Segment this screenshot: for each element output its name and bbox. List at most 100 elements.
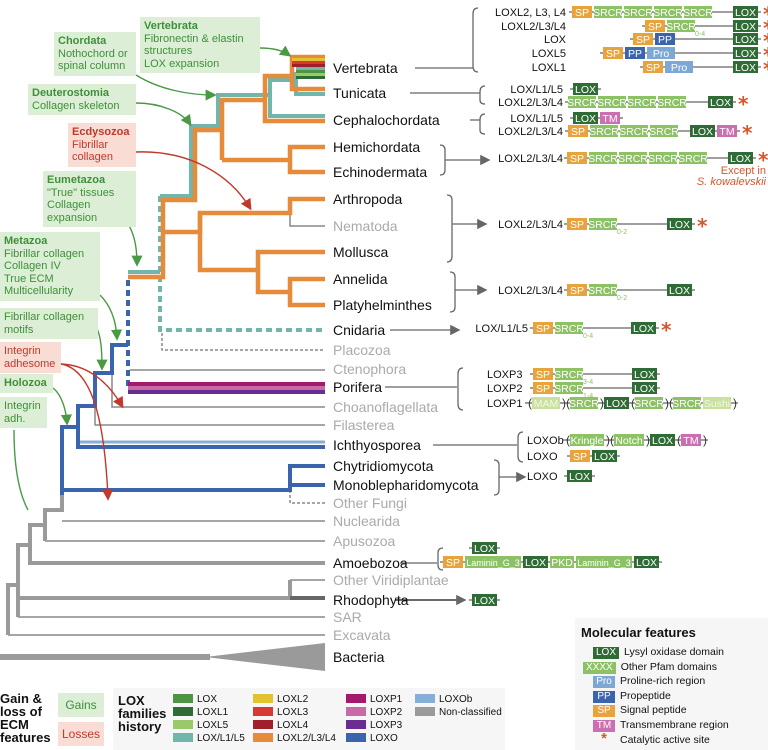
molecular-legend-label: Lysyl oxidase domain [624,646,725,658]
domain-label: SP [571,126,585,138]
box-line: LOX expansion [144,57,220,70]
box-title: Eumetazoa [47,174,106,186]
domain-lox [632,368,657,380]
optional-domain-bracket: ) [646,433,650,447]
domain-label: LOX [575,84,596,96]
domain-label: SRCR [589,126,619,138]
domain-pf [667,20,695,32]
taxon-label: Chytridiomycota [333,458,434,474]
family-color-swatch [253,720,273,729]
domain-label: SRCR [627,97,657,109]
architecture-note: S. kowalevskii [697,176,767,188]
box-title: Ecdysozoa [72,126,130,138]
ecm-loss-box: Integrin adhesome [0,342,61,373]
family-legend-label: Non-classified [439,707,502,718]
family-legend-label: LOXO [370,733,398,744]
family-legend-item: LOXP3 [346,720,402,732]
taxon-label: Ctenophora [333,361,407,377]
domain-label: SRCR [653,7,683,19]
ecm-loss-box: Ecdysozoa Fibrillar collagen [68,123,136,167]
domain-label: SRCR [588,285,618,297]
domain-label: SP [573,451,587,463]
family-color-swatch [346,694,366,703]
architecture-label: LOXOb [527,435,564,447]
family-legend-label: LOXP3 [370,720,403,731]
box-line: Integrin [4,400,41,412]
architecture-label: LOXL2/L3/L4 [498,126,563,138]
architecture-row: LOXL5 SP PP Pro LOX * [532,43,768,67]
box-line: Fibrillar collagen [4,247,85,260]
family-legend-label: LOXL5 [197,720,229,731]
domain-label: LOX [636,557,657,569]
taxon-label: Tunicata [333,85,387,101]
legend-families-title: LOX families history [118,693,167,734]
box-line: Collagen [47,199,91,211]
domain-label: LOX [730,153,751,165]
domain-pf [614,434,644,446]
domain-label: TM [602,113,617,125]
domain-label: Pro [653,48,670,60]
domain-pf [654,6,682,18]
optional-domain-bracket: ) [733,396,737,410]
family-legend-item: LOXOb [415,694,472,706]
architecture-label: LOXL5 [532,48,566,60]
domain-sp [572,6,592,18]
family-color-swatch [173,720,193,729]
domain-sp [643,61,663,73]
optional-domain-bracket: )( [562,396,570,410]
family-legend-item: LOX/L1/L5 [173,733,245,745]
architecture-row: LOX SP PP LOX * [544,29,768,53]
feature-pp-icon: PP [593,690,615,703]
domain-label: LOX [669,219,690,231]
domain-lox [733,33,758,45]
taxon-label: Cnidaria [333,322,386,338]
family-legend-item: LOXL4 [253,720,308,732]
loxo-branches [60,280,325,495]
architecture-label: LOXL2/L3/L4 [498,285,563,297]
family-legend-label: LOX [197,694,218,705]
domain-pf [570,397,598,409]
domain-label: SRCR [567,97,597,109]
domain-lox [667,284,692,296]
family-legend-label: LOXL2 [277,694,309,705]
family-color-swatch [253,707,273,716]
architecture-label: LOXL2/L3/L4 [498,219,563,231]
taxon-label: Vertebrata [333,60,398,76]
feature-lox-icon: LOX [593,647,620,659]
domain-sp [603,47,623,59]
architecture-label: LOXL2, L3, L4 [495,7,566,19]
domain-lox [472,542,497,554]
domain-label: SP [648,21,662,33]
box-line: Multicellularity [4,285,74,297]
family-color-swatch [346,733,366,742]
domain-label: SRCR [554,323,584,335]
molecular-legend-label: Propeptide [620,689,671,702]
domain-label: Notch [615,435,643,447]
family-color-swatch [253,733,273,742]
domain-label: LOX [735,7,756,19]
legend-lox-families: LOX families history LOX LOXL1 LOXL5 LOX/L1… [113,688,505,750]
architecture-row: LOXL2/L3/L4 SP SRCR SRCR SRCR SRCR LOX *Except … [498,148,768,188]
domain-label: SRCR [588,219,618,231]
domain-lox [733,61,758,73]
domain-pf [635,397,663,409]
box-line: expansion [47,211,98,224]
family-color-swatch [415,694,435,703]
ecm-gain-box: Integrin adh. [0,397,47,428]
family-legend-item: LOX [173,694,217,706]
taxon-label: Porifera [333,379,383,395]
family-legend-label: LOXL4 [277,720,309,731]
domain-lox [690,125,715,137]
domain-label: LOX [652,435,673,447]
domain-sp [633,33,653,45]
domain-lt [703,397,731,409]
taxon-label: Choanoflagellata [333,399,439,415]
family-color-swatch [173,733,193,742]
molecular-legend-label: Catalytic active site [620,734,710,746]
domain-pf [684,6,712,18]
catalytic-site-star-icon: * [763,29,768,53]
feature-pf-icon: XXXX [583,661,616,674]
domain-tm [600,112,620,124]
